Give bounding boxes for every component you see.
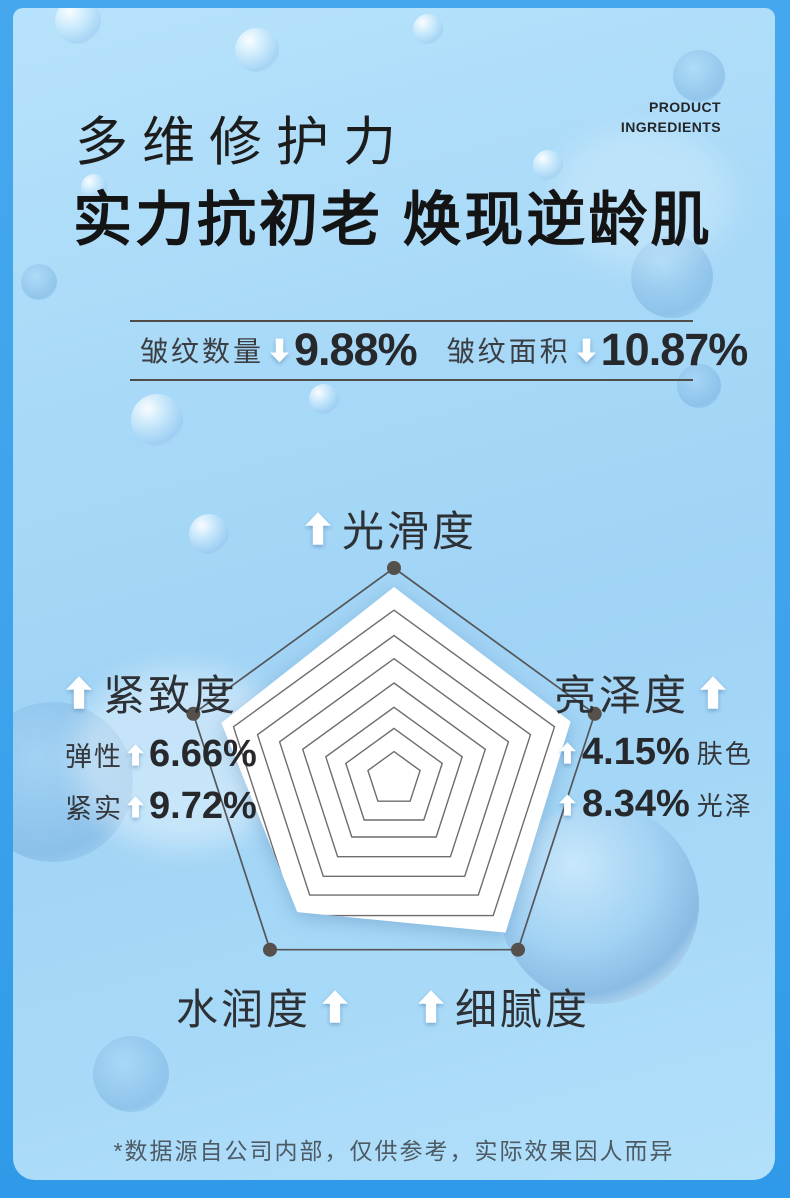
axis-label-radiance: 亮泽度 — [554, 672, 690, 719]
bubble-decoration — [499, 804, 699, 1004]
bubble-decoration — [235, 28, 279, 72]
bubble-decoration — [81, 174, 107, 200]
wrinkle-count-label: 皱纹数量 — [140, 336, 265, 367]
radar-vertex-dot — [263, 942, 277, 957]
axis-label-hydration: 水润度 — [176, 986, 312, 1033]
disclaimer-text: *数据源自公司内部，仅供参考，实际效果因人而异 — [113, 1138, 675, 1164]
axis-label-smoothness: 光滑度 — [342, 508, 478, 555]
elasticity-label: 弹性 — [65, 742, 123, 772]
tightness-label: 紧实 — [65, 794, 123, 824]
bubble-decoration — [677, 364, 721, 408]
bubble-decoration — [533, 150, 563, 180]
wrinkle-area-label: 皱纹面积 — [446, 336, 571, 367]
radiance-detail-gloss: 8.34% 光泽 — [559, 783, 753, 826]
wrinkle-count-stat: 皱纹数量 9.88% — [140, 324, 418, 376]
firmness-detail-tightness: 紧实 9.72% — [65, 785, 257, 828]
bubble-decoration — [413, 14, 443, 44]
skintone-value: 4.15% — [582, 731, 690, 773]
radar-vertex-dot — [387, 561, 401, 575]
bubble-decoration — [631, 236, 713, 318]
up-arrow-icon — [559, 793, 576, 816]
down-arrow-icon — [270, 338, 290, 363]
content-panel: 多维修护力 实力抗初老 焕现逆龄肌 PRODUCT INGREDIENTS 皱纹… — [13, 8, 775, 1180]
corner-caption-line1: PRODUCT — [648, 99, 721, 115]
stats-rule-top — [130, 320, 693, 322]
up-arrow-icon — [559, 741, 576, 764]
haze-decoration — [553, 128, 733, 268]
wrinkle-stats-bar: 皱纹数量 9.88% 皱纹面积 10.87% — [130, 322, 748, 378]
elasticity-value: 6.66% — [149, 733, 257, 775]
bubble-decoration — [189, 514, 229, 554]
wrinkle-count-value: 9.88% — [294, 324, 418, 375]
bubble-decoration — [55, 8, 101, 44]
radiance-detail-skintone: 4.15% 肤色 — [559, 731, 753, 774]
firmness-detail-elasticity: 弹性 6.66% — [65, 733, 257, 776]
axis-radiance: 亮泽度 — [554, 662, 727, 723]
down-arrow-icon — [576, 338, 596, 363]
bubble-decoration — [309, 384, 339, 414]
stats-rule-bottom — [130, 379, 693, 381]
corner-caption-line2: INGREDIENTS — [620, 118, 721, 135]
up-arrow-icon — [700, 676, 727, 709]
gloss-value: 8.34% — [582, 783, 690, 825]
bubble-decoration — [93, 1036, 169, 1112]
up-arrow-icon — [66, 676, 92, 709]
corner-caption: PRODUCT INGREDIENTS — [621, 98, 721, 137]
eyebrow-title: 多维修护力 — [75, 113, 410, 172]
up-arrow-icon — [127, 795, 144, 818]
wrinkle-area-value: 10.87% — [600, 324, 749, 375]
up-arrow-icon — [305, 512, 331, 545]
skintone-label: 肤色 — [696, 739, 753, 769]
axis-hydration: 水润度 — [176, 976, 349, 1037]
bubble-decoration — [21, 264, 57, 300]
axis-label-firmness: 紧致度 — [103, 672, 239, 719]
axis-firmness: 紧致度 — [66, 662, 238, 723]
up-arrow-icon — [322, 990, 349, 1023]
axis-smoothness: 光滑度 — [305, 498, 477, 559]
up-arrow-icon — [127, 743, 144, 766]
bubble-decoration — [131, 394, 183, 446]
axis-fineness: 细腻度 — [418, 976, 590, 1037]
axis-label-fineness: 细腻度 — [455, 986, 591, 1033]
bubble-decoration — [673, 50, 725, 102]
up-arrow-icon — [418, 990, 444, 1023]
wrinkle-area-stat: 皱纹面积 10.87% — [446, 324, 749, 376]
gloss-label: 光泽 — [696, 791, 753, 821]
tightness-value: 9.72% — [149, 785, 257, 827]
page-title: 实力抗初老 焕现逆龄肌 — [73, 187, 713, 253]
